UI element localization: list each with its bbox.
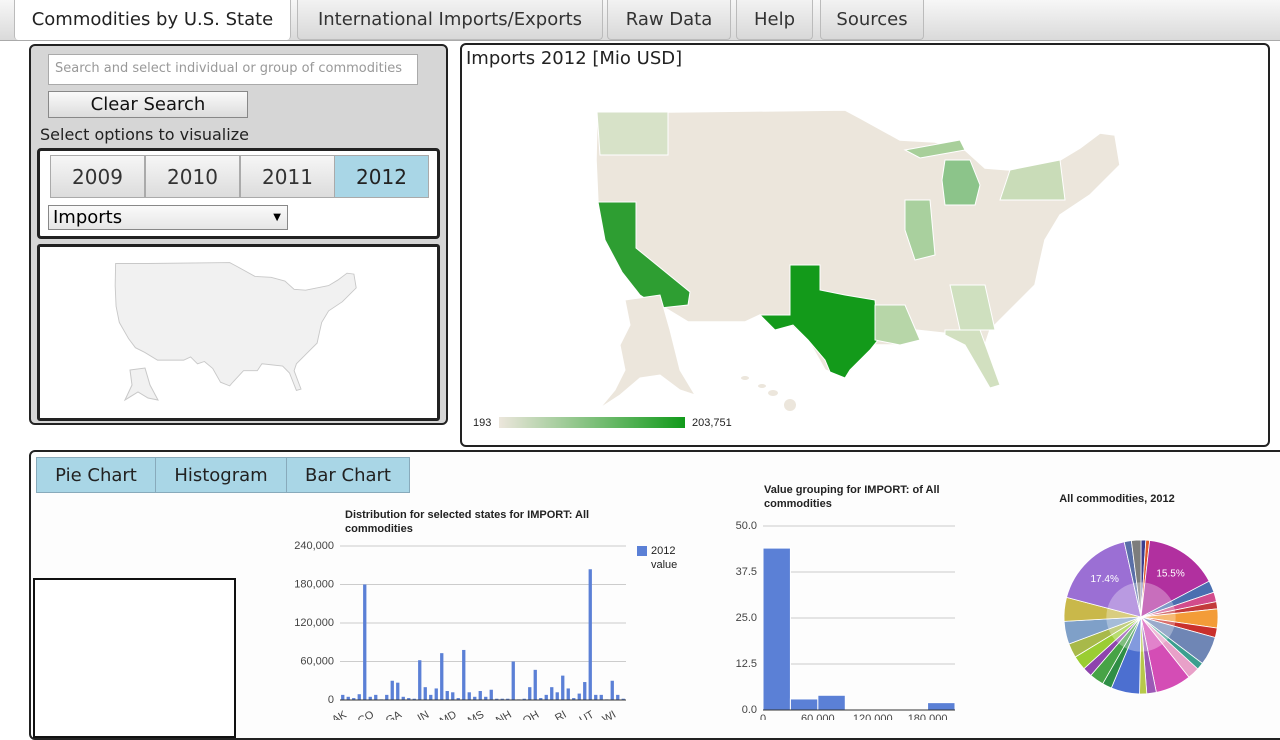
chart-title: Value grouping for IMPORT: of All commod… bbox=[764, 484, 940, 510]
chart-tab[interactable]: Histogram bbox=[155, 457, 287, 493]
select-value: Imports bbox=[53, 207, 123, 228]
chart-tab[interactable]: Bar Chart bbox=[286, 457, 410, 493]
chart-tab[interactable]: Pie Chart bbox=[36, 457, 156, 493]
search-input[interactable]: Search and select individual or group of… bbox=[48, 54, 418, 85]
map-panel bbox=[460, 43, 1270, 447]
tab-bar: Commodities by U.S. State International … bbox=[0, 0, 1280, 41]
select-arrow: ▼ bbox=[273, 212, 281, 223]
year-button[interactable]: 2010 bbox=[145, 155, 240, 198]
tab[interactable]: Help bbox=[736, 0, 813, 40]
legend-label: 2012 value bbox=[651, 545, 678, 571]
tab[interactable]: Sources bbox=[820, 0, 924, 40]
clear-button[interactable]: Clear Search bbox=[48, 91, 248, 118]
thumbnail-map-box bbox=[37, 244, 440, 421]
year-button[interactable]: 2011 bbox=[240, 155, 335, 198]
tab[interactable]: International Imports/Exports bbox=[297, 0, 603, 40]
chart-title: Distribution for selected states for IMP… bbox=[345, 509, 590, 535]
tab[interactable]: Commodities by U.S. State bbox=[14, 0, 291, 40]
empty-box bbox=[33, 578, 236, 738]
options-label: Select options to visualize bbox=[40, 125, 249, 144]
year-button[interactable]: 2012 bbox=[334, 155, 429, 198]
chart-title: All commodities, 2012 bbox=[1059, 493, 1175, 505]
tab[interactable]: Raw Data bbox=[607, 0, 731, 40]
dataset-select[interactable]: Imports ▼ bbox=[48, 205, 288, 230]
map-title: Imports 2012 [Mio USD] bbox=[466, 48, 683, 69]
year-button[interactable]: 2009 bbox=[50, 155, 145, 198]
